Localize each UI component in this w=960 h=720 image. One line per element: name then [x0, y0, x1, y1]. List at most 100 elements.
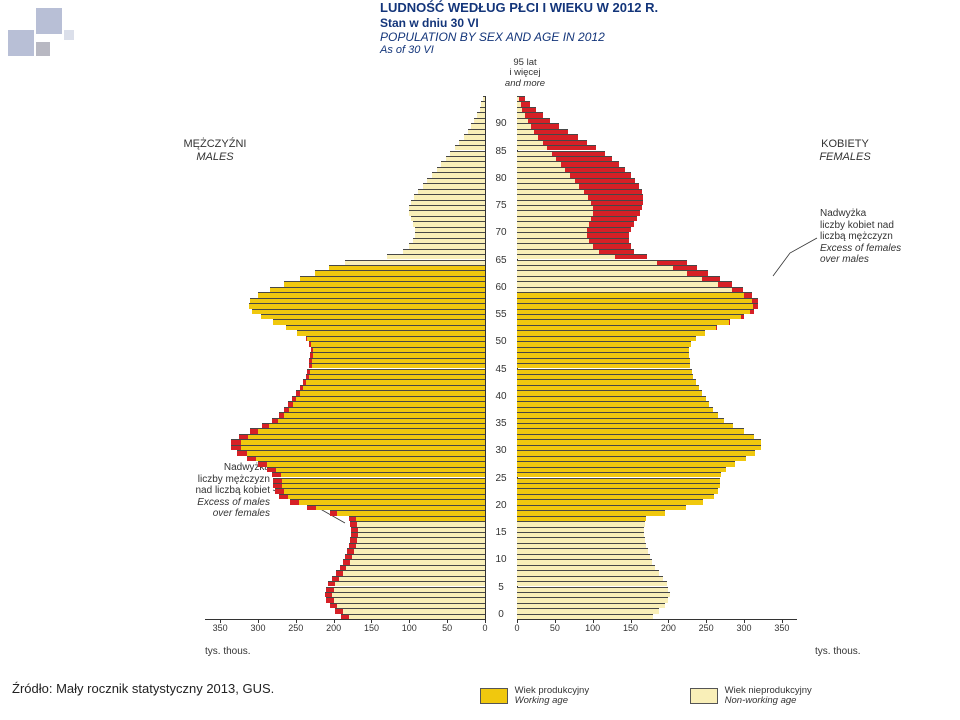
age-tick: 90 [486, 118, 516, 129]
male-bar [325, 592, 485, 597]
excess-female-bar [750, 309, 754, 314]
excess-male-bar [325, 592, 333, 597]
female-bar [517, 407, 713, 412]
male-bar [231, 439, 485, 444]
excess-female-bar [552, 151, 605, 156]
female-bar [517, 461, 735, 466]
excess-male-bar [336, 570, 343, 575]
female-bar [517, 532, 644, 537]
male-bar [330, 510, 485, 515]
excess-male-bar [347, 548, 354, 553]
male-bar [427, 178, 485, 183]
female-bar [517, 390, 702, 395]
male-bar [250, 298, 485, 303]
male-bar [415, 232, 485, 237]
male-bar [414, 194, 485, 199]
female-bar [517, 565, 655, 570]
female-bar [517, 341, 691, 346]
excess-male-bar [288, 401, 293, 406]
female-bar [517, 434, 754, 439]
female-bar [517, 439, 761, 444]
male-bar [307, 369, 485, 374]
excess-male-bar [351, 532, 358, 537]
female-bar [517, 597, 668, 602]
excess-male-bar [300, 385, 304, 390]
male-bar [249, 303, 485, 308]
female-bar [517, 336, 696, 341]
female-bar [517, 287, 743, 292]
male-bar [258, 461, 485, 466]
excess-female-bar [591, 200, 643, 205]
female-bar [517, 494, 714, 499]
x-unit-right: tys. thous. [815, 646, 861, 657]
excess-male-bar [326, 597, 334, 602]
male-bar [300, 385, 485, 390]
male-bar [349, 543, 485, 548]
female-bar [517, 537, 645, 542]
female-bar [517, 358, 690, 363]
age-tick: 0 [486, 609, 516, 620]
excess-male-bar [328, 581, 335, 586]
female-bar [517, 423, 733, 428]
male-bar [481, 101, 485, 106]
excess-female-bar [615, 254, 647, 259]
excess-female-bar [673, 265, 697, 270]
female-bar [517, 276, 720, 281]
x-tick-right: 350 [769, 623, 795, 633]
excess-male-bar [306, 336, 307, 341]
female-bar [517, 521, 645, 526]
legend-swatch-nonworking [690, 688, 718, 704]
excess-female-bar [589, 221, 634, 226]
female-bar [517, 303, 758, 308]
excess-male-bar [350, 521, 357, 526]
female-bar [517, 456, 746, 461]
male-bar [275, 488, 485, 493]
excess-female-bar [534, 129, 567, 134]
male-bar [345, 554, 485, 559]
excess-male-bar [296, 390, 300, 395]
x-tick-right: 100 [580, 623, 606, 633]
excess-female-bar [716, 325, 717, 330]
excess-male-bar [340, 565, 347, 570]
excess-female-bar [732, 287, 743, 292]
male-bar [413, 238, 485, 243]
excess-female-bar [593, 205, 642, 210]
male-bar [303, 379, 485, 384]
male-bar [350, 521, 485, 526]
title-line4: As of 30 VI [380, 44, 940, 57]
age-tick: 70 [486, 227, 516, 238]
female-bar [517, 527, 644, 532]
excess-male-bar [311, 347, 313, 352]
pyramid-bars-container [185, 78, 945, 638]
female-bar [517, 352, 689, 357]
male-bar [437, 167, 485, 172]
excess-male-bar [262, 423, 269, 428]
excess-female-bar [579, 183, 639, 188]
x-tick-right: 0 [504, 623, 530, 633]
female-bar [517, 428, 744, 433]
female-bar [517, 505, 686, 510]
male-bar [483, 96, 485, 101]
excess-male-bar [326, 587, 334, 592]
female-bar [517, 401, 709, 406]
female-bar [517, 603, 665, 608]
excess-female-bar [593, 243, 631, 248]
excess-female-bar [741, 314, 744, 319]
excess-female-bar [702, 276, 719, 281]
male-bar [284, 281, 485, 286]
male-bar [300, 276, 485, 281]
male-bar [387, 254, 485, 259]
male-bar [231, 445, 485, 450]
female-bar [517, 450, 755, 455]
excess-male-bar [272, 472, 281, 477]
excess-male-bar [349, 516, 356, 521]
male-bar [413, 221, 485, 226]
male-bar [403, 249, 485, 254]
excess-female-bar [657, 260, 687, 265]
excess-female-bar [522, 107, 536, 112]
age-tick: 80 [486, 173, 516, 184]
male-bar [340, 565, 485, 570]
male-bar [459, 140, 485, 145]
excess-male-bar [273, 483, 282, 488]
excess-male-bar [279, 494, 288, 499]
